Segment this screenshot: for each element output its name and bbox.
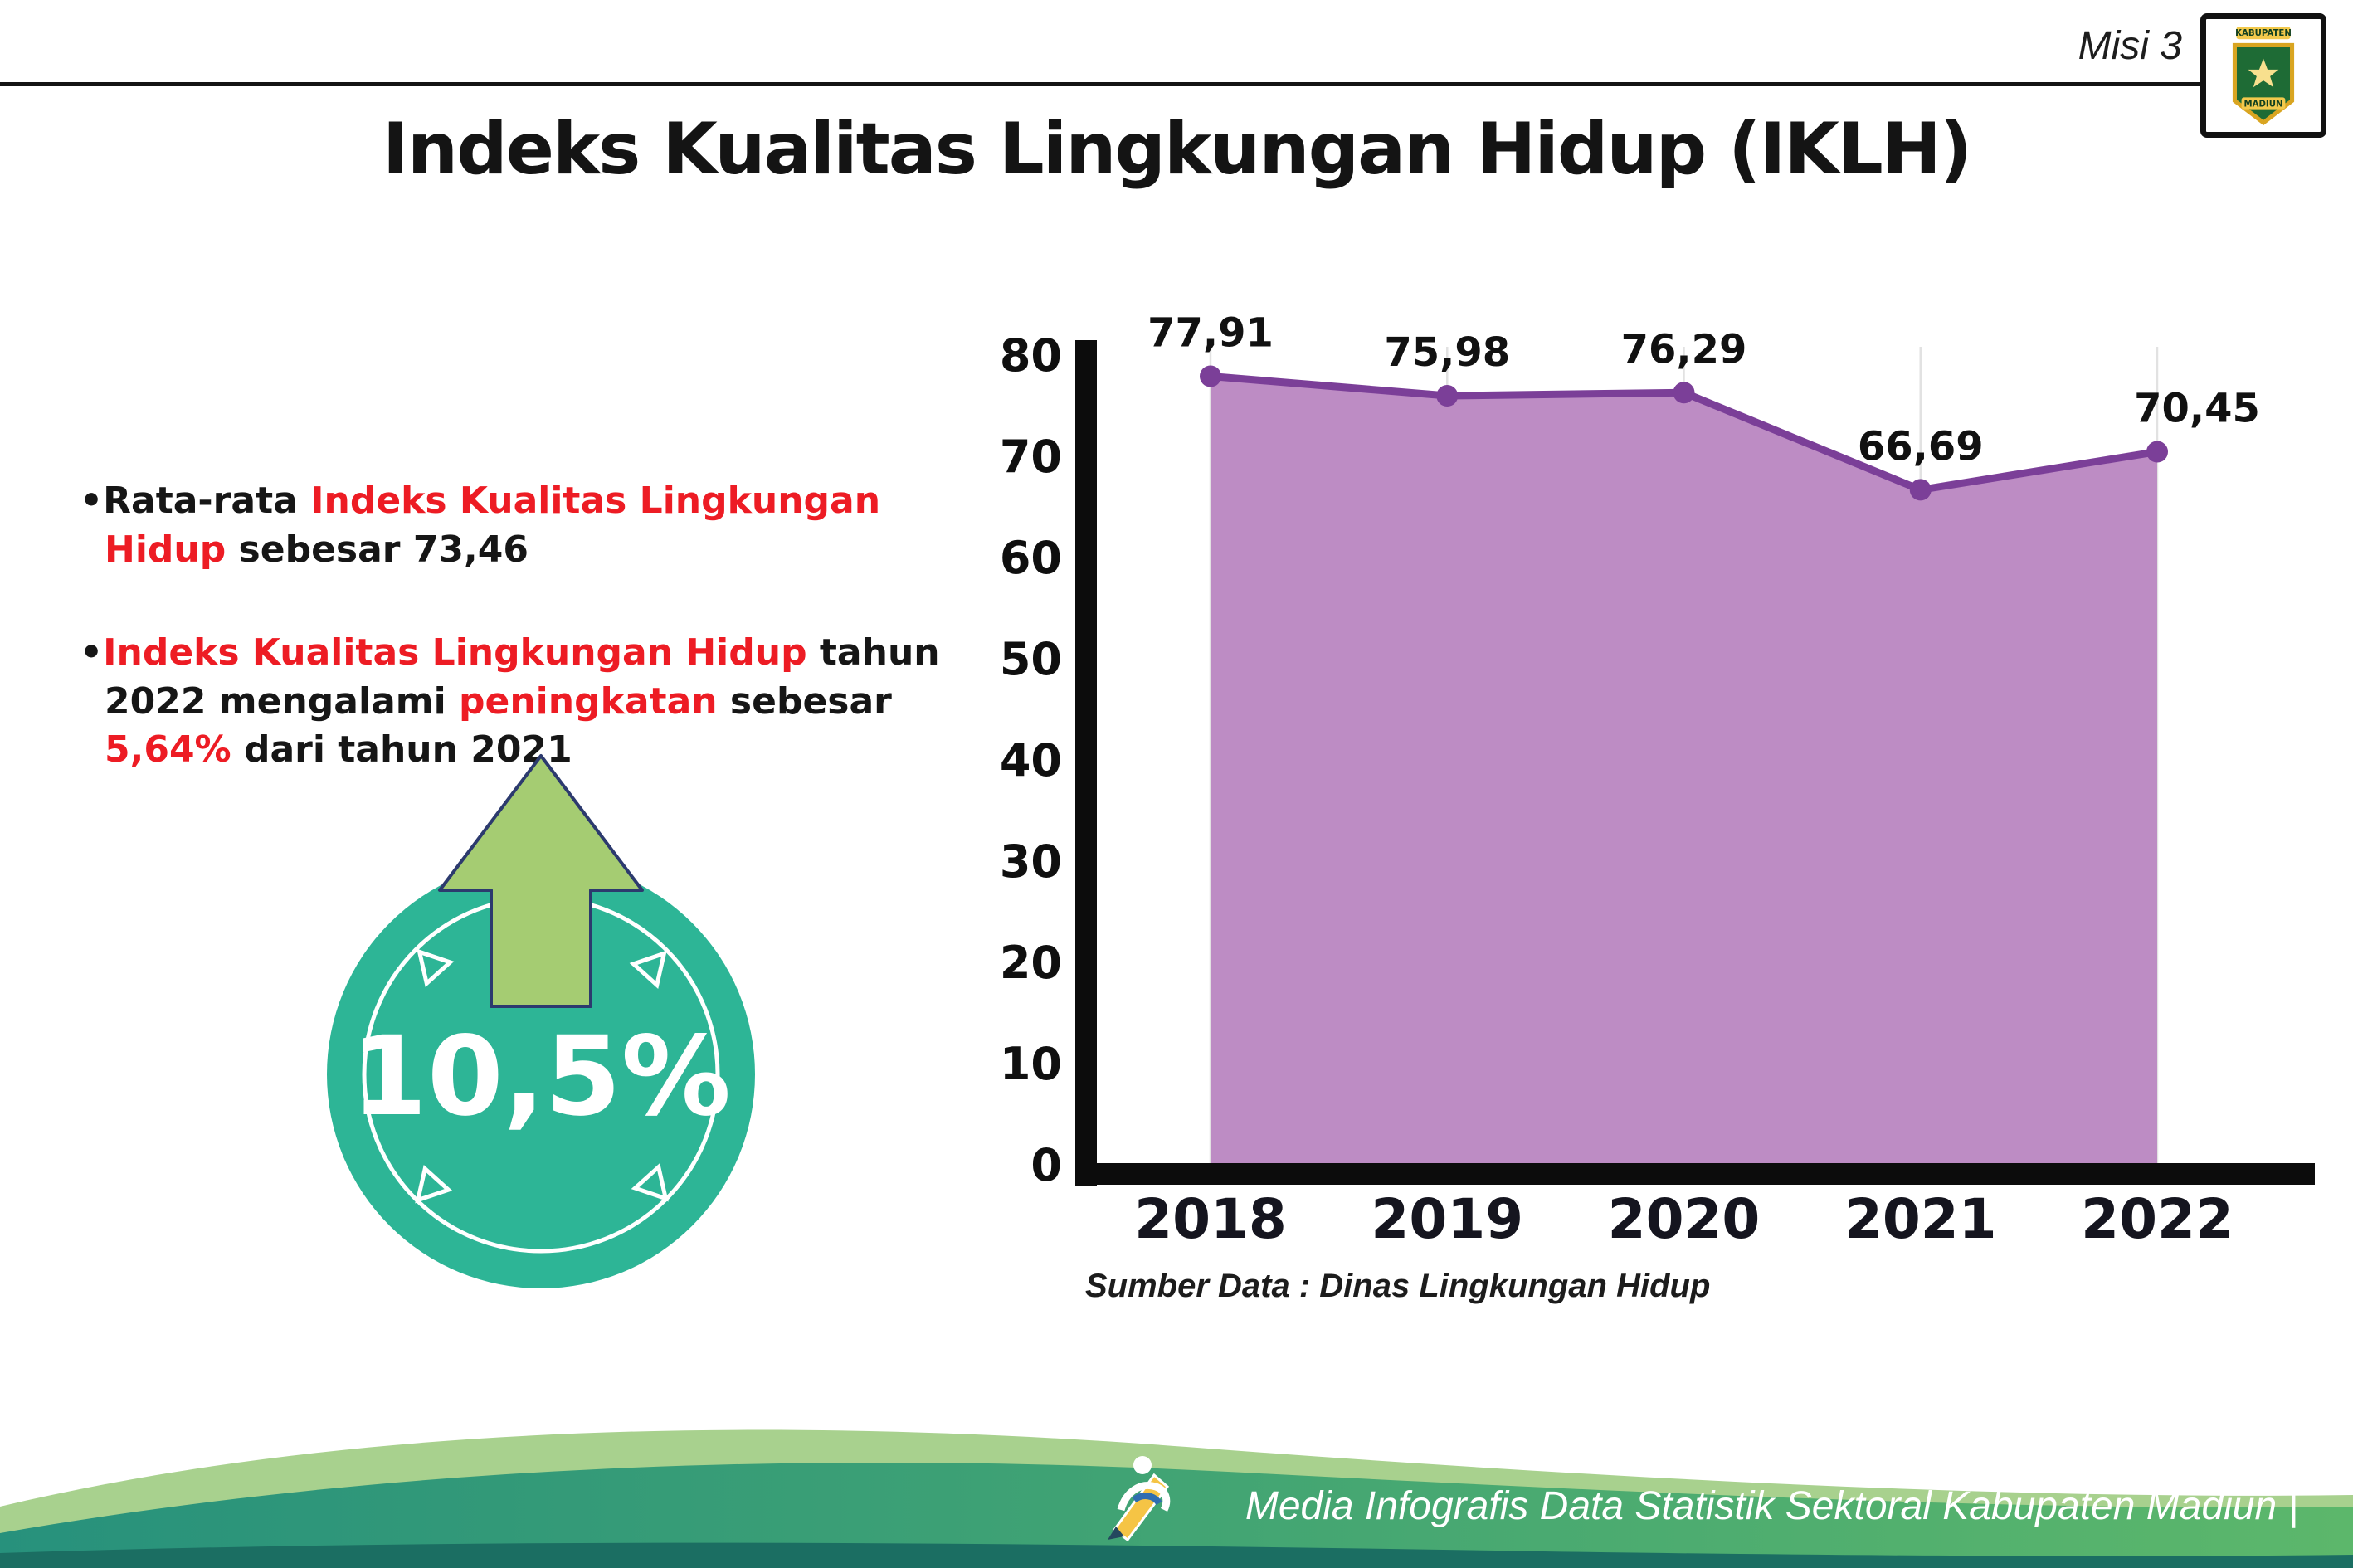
bullet-marker: • [80,480,104,522]
bullet2-highlight3: 5,64% [105,728,231,772]
y-tick-label: 30 [1000,835,1062,888]
x-axis [1075,1163,2315,1185]
logo-top-text: KABUPATEN [2235,29,2292,38]
value-label: 76,29 [1621,326,1747,373]
y-tick-label: 50 [1000,633,1062,685]
value-label: 77,91 [1147,309,1274,356]
y-tick-label: 60 [1000,532,1062,584]
logo-bottom-ribbon [2241,97,2286,110]
badge-ring-triangles [415,948,669,1204]
bullet-marker: • [80,631,104,674]
data-point [1436,385,1459,407]
wave-dark-strip [0,1542,2353,1568]
y-tick-label: 10 [1000,1038,1062,1090]
logo-crest: KABUPATEN MADIUN [2232,27,2295,126]
bullet1-text: Rata-rata [103,480,311,522]
bullet2-highlight1: Indeks Kualitas Lingkungan Hidup [103,631,807,674]
data-point [1673,382,1695,404]
bullet2-highlight2: peningkatan [459,679,718,723]
value-label: 75,98 [1384,329,1510,376]
bullet2-post: dari tahun 2021 [231,728,572,772]
mascot-icon [1108,1456,1171,1542]
y-axis [1075,340,1097,1186]
x-tick-label: 2021 [1844,1187,1997,1251]
header-divider [0,82,2200,86]
badge-circle [327,860,755,1288]
misi-label: Misi 3 [2078,24,2182,68]
wave-main-band [0,1462,2353,1568]
value-label: 66,69 [1858,423,1984,470]
y-tick-label: 70 [1000,431,1062,483]
logo-star [2248,58,2279,88]
page-title: Indeks Kualitas Lingkungan Hidup (IKLH) [382,108,1972,191]
summary-bullets: •Rata-rata Indeks Kualitas Lingkungan Hi… [80,477,988,775]
x-tick-label: 2020 [1608,1187,1761,1251]
logo-bottom-text: MADIUN [2244,100,2283,110]
data-point [1200,365,1221,387]
x-tick-label: 2018 [1134,1187,1287,1251]
y-tick-label: 40 [1000,734,1062,786]
x-tick-label: 2022 [2081,1187,2234,1251]
y-tick-label: 0 [1030,1139,1062,1191]
up-arrow-icon [438,754,644,1008]
bullet2-mid1: tahun 2022 mengalami [105,631,940,723]
data-point [2146,441,2168,463]
y-tick-label: 20 [1000,937,1062,989]
x-tick-label: 2019 [1371,1187,1523,1251]
value-label: 70,45 [2134,386,2260,432]
y-tick-label: 80 [1000,329,1062,382]
footer-credit: Media Infografis Data Statistik Sektoral… [1245,1484,2298,1528]
area-fill [1211,376,2157,1165]
bullet2-mid2: sebesar [717,679,892,723]
bullet1-highlight: Indeks Kualitas Lingkungan Hidup [105,480,881,571]
increase-badge: 10,5% [327,754,755,1288]
bullet-increase: •Indeks Kualitas Lingkungan Hidup tahun … [80,629,988,775]
kabupaten-madiun-logo: KABUPATEN MADIUN [2200,13,2326,138]
badge-value: 10,5% [351,1013,731,1141]
iklh-area-chart: 77,91 2018 75,98 2019 76,29 2020 66,69 2021 70,4… [1000,309,2315,1251]
bullet1-post: sebesar 73,46 [226,528,529,571]
footer-wave [0,1429,2353,1568]
data-source: Sumber Data : Dinas Lingkungan Hidup [1085,1268,1711,1304]
logo-top-banner [2236,27,2291,40]
data-point [1909,479,1932,501]
bullet-average: •Rata-rata Indeks Kualitas Lingkungan Hi… [80,477,988,574]
